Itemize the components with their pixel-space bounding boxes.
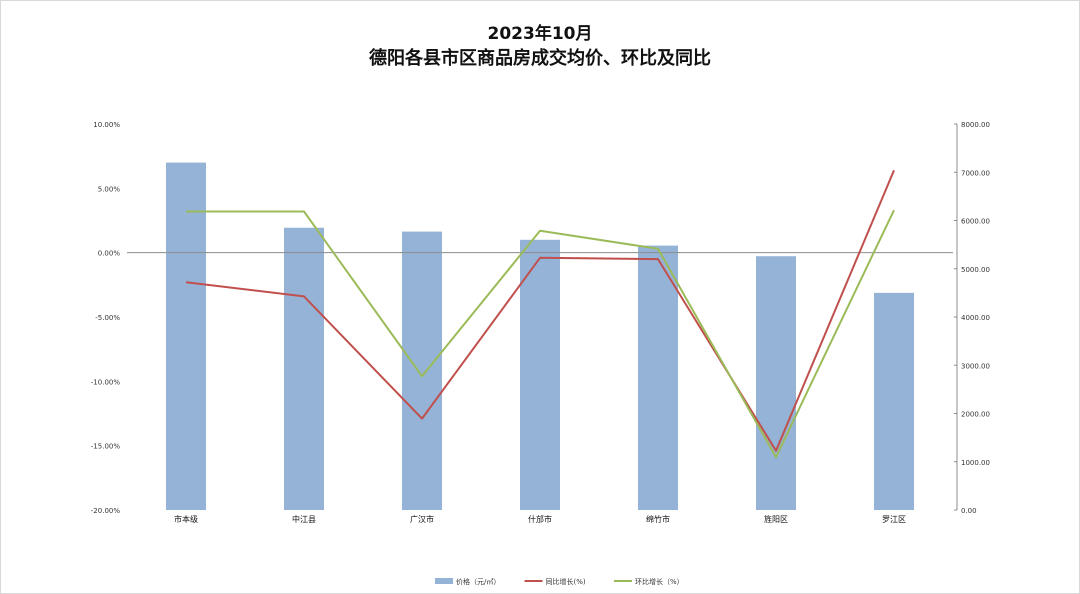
series-line [185,169,895,452]
left-tick-label: -10.00% [91,378,121,386]
category-label: 旌阳区 [764,514,788,524]
category-label: 广汉市 [410,514,434,524]
right-tick-label: 5000.00 [961,266,990,274]
left-tick-label: -20.00% [91,507,121,515]
category-label: 中江县 [292,514,316,524]
right-tick-label: 1000.00 [961,459,990,467]
right-tick-label: 6000.00 [961,218,990,226]
bar [402,231,442,510]
right-tick-label: 8000.00 [961,121,990,129]
bar [520,239,560,511]
left-tick-label: -5.00% [95,314,120,322]
legend-label: 同比增长(%) [546,577,586,586]
right-tick-label: 2000.00 [961,411,990,419]
category-label: 市本级 [174,514,198,524]
right-tick-label: 3000.00 [961,362,990,370]
right-tick-label: 7000.00 [961,169,990,177]
bar [166,162,206,510]
bar [284,227,324,511]
right-tick-label: 0.00 [961,507,977,515]
chart-title: 2023年10月 德阳各县市区商品房成交均价、环比及同比 [0,22,1080,72]
bar [874,292,914,510]
left-tick-label: -15.00% [91,443,121,451]
left-tick-label: 5.00% [98,185,121,193]
bar [638,245,678,510]
legend-swatch [435,578,453,584]
category-label: 罗江区 [882,515,906,524]
series-line [186,209,895,459]
left-tick-label: 0.00% [98,250,121,258]
chart-title-line1: 2023年10月 [487,24,593,44]
bar [756,256,796,510]
legend-label: 环比增长（%） [635,577,684,586]
left-tick-label: 10.00% [93,121,120,129]
chart-title-line2: 德阳各县市区商品房成交均价、环比及同比 [369,48,711,69]
category-label: 什邡市 [528,514,552,524]
right-tick-label: 4000.00 [961,314,990,322]
category-label: 绵竹市 [646,514,670,524]
legend-label: 价格（元/㎡） [456,577,500,586]
